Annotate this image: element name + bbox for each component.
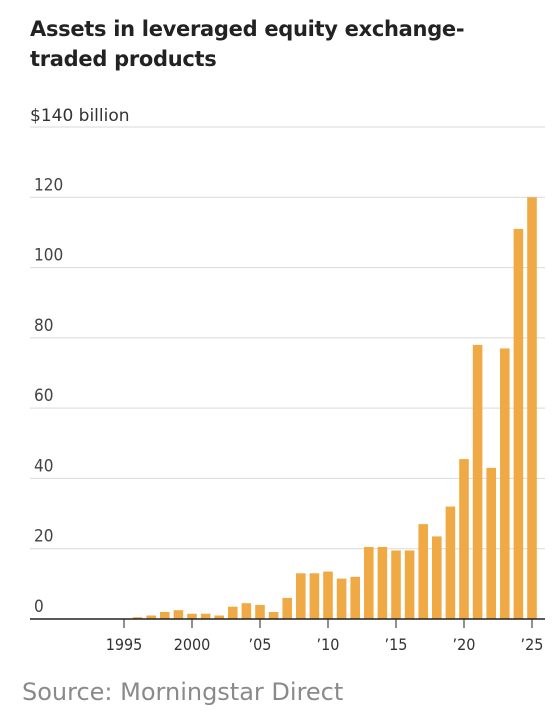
bar-2006: [268, 611, 279, 619]
x-tick-label: ’20: [453, 635, 476, 654]
bar-2025: [527, 197, 537, 620]
chart-title: Assets in leveraged equity exchange-trad…: [30, 17, 465, 71]
bar-2017: [418, 524, 428, 619]
bar-1999: [173, 610, 184, 619]
bar-2003: [228, 606, 238, 619]
bar-2001: [200, 613, 211, 619]
x-tick-label: ’05: [249, 635, 272, 654]
bar-2002: [214, 615, 224, 619]
y-tick-label: 40: [34, 456, 53, 476]
bar-2024: [513, 228, 524, 619]
bar-2005: [255, 604, 265, 619]
bar-1998: [160, 611, 170, 619]
y-tick-label: 0: [34, 597, 44, 617]
bar-2000: [187, 613, 197, 619]
bar-2015: [391, 550, 401, 619]
x-axis: 1995 2000 ’05 ’10 ’15 ’20 ’25: [30, 618, 545, 654]
bar-1997: [146, 615, 156, 619]
bar-2007: [282, 597, 292, 619]
y-tick-label: 120: [34, 175, 63, 195]
bar-2008: [296, 573, 306, 619]
x-tick-label: ’15: [385, 635, 408, 654]
source-note: Source: Morningstar Direct: [22, 678, 344, 706]
bar-2013: [364, 546, 374, 619]
bar-1996: [132, 617, 143, 619]
bar-2018: [432, 536, 442, 619]
bar-2019: [445, 506, 456, 619]
bar-2004: [241, 603, 252, 619]
bar-2009: [309, 573, 320, 619]
bar-2023: [500, 348, 510, 619]
bar-2011: [336, 578, 347, 619]
bar-2010: [323, 571, 333, 619]
x-tick-label: ’10: [317, 635, 340, 654]
bar-2022: [486, 467, 496, 619]
bar-2016: [404, 550, 415, 619]
x-tick-label: 1995: [106, 635, 143, 654]
bar-2020: [459, 459, 469, 619]
y-tick-label: 80: [34, 316, 53, 336]
x-tick-label: 2000: [174, 635, 211, 654]
y-tick-label: 60: [34, 386, 53, 406]
bar-2014: [377, 546, 388, 619]
bar-2021: [472, 344, 483, 619]
bar-2012: [350, 576, 360, 619]
y-tick-label: 20: [34, 527, 53, 547]
x-tick-label: ’25: [521, 635, 544, 654]
y-axis-unit-label: $140 billion: [30, 106, 130, 126]
y-tick-label: 100: [34, 246, 63, 266]
gridlines: 0 20 40 60 80 100 120: [30, 126, 545, 617]
bars: [132, 197, 537, 620]
bar-chart: $140 billion 0 20 40 60 80 100 120 1995 2000 ’05…: [30, 106, 545, 654]
